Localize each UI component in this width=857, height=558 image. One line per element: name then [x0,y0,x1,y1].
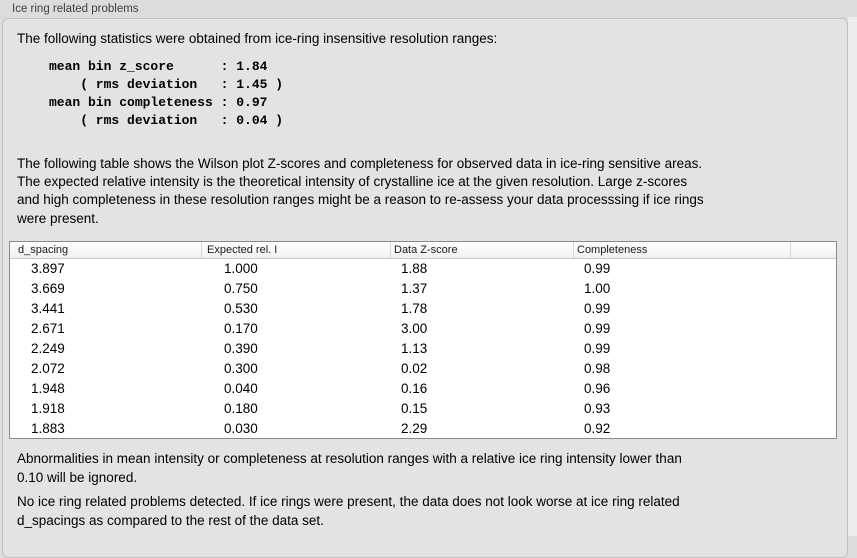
cell-expected-rel-i: 0.300 [224,361,258,376]
cell-filler [791,359,836,379]
cell-d-spacing: 2.671 [31,321,65,336]
cell-expected-rel-i: 0.750 [224,281,258,296]
table-row[interactable]: 3.669 0.750 1.37 1.00 [10,279,836,299]
cell-data-z-score: 0.15 [401,401,428,416]
description-line: The following table shows the Wilson plo… [17,156,703,171]
cell-expected-rel-i: 0.390 [224,341,258,356]
cell-d-spacing: 1.948 [31,381,65,396]
description-line: were present. [17,210,99,226]
ice-ring-table: d_spacing Expected rel. I Data Z-score C… [9,241,837,439]
cell-completeness: 0.99 [584,341,611,356]
cell-data-z-score: 3.00 [401,321,428,336]
cell-expected-rel-i: 0.180 [224,401,258,416]
description-line: The expected relative intensity is the t… [17,174,688,190]
table-body: 3.897 1.000 1.88 0.99 3.669 0.750 1.37 1… [10,259,836,439]
table-row[interactable]: 3.897 1.000 1.88 0.99 [10,259,836,279]
ignore-threshold-note: Abnormalities in mean intensity or compl… [17,450,682,487]
cell-d-spacing: 2.249 [31,341,65,356]
cell-filler [791,419,836,439]
cell-completeness: 0.98 [584,361,611,376]
stat-line-mean-completeness: mean bin completeness : 0.97 [49,95,268,110]
cell-d-spacing: 3.441 [31,301,65,316]
table-row[interactable]: 1.918 0.180 0.15 0.93 [10,399,836,419]
column-header-completeness[interactable]: Completeness [574,242,791,258]
table-row[interactable]: 3.441 0.530 1.78 0.99 [10,299,836,319]
cell-completeness: 0.99 [584,261,611,276]
cell-d-spacing: 3.669 [31,281,65,296]
note-line: 0.10 will be ignored. [17,469,138,485]
cell-filler [791,299,836,319]
cell-expected-rel-i: 0.170 [224,321,258,336]
cell-data-z-score: 1.13 [401,341,428,356]
cell-filler [791,339,836,359]
cell-data-z-score: 1.78 [401,301,428,316]
stats-block: mean bin z_score : 1.84 ( rms deviation … [49,58,283,130]
table-header-row: d_spacing Expected rel. I Data Z-score C… [10,242,836,259]
stat-line-mean-z-score: mean bin z_score : 1.84 [49,59,268,74]
cell-data-z-score: 1.88 [401,261,428,276]
intro-text: The following statistics were obtained f… [17,31,498,46]
cell-expected-rel-i: 1.000 [224,261,258,276]
stat-line-completeness-rms: ( rms deviation : 0.04 ) [49,113,284,128]
cell-data-z-score: 2.29 [401,421,428,436]
column-header-filler [791,242,836,258]
stat-line-z-score-rms: ( rms deviation : 1.45 ) [49,77,284,92]
cell-filler [791,259,836,279]
cell-data-z-score: 0.16 [401,381,428,396]
cell-completeness: 0.93 [584,401,611,416]
cell-completeness: 0.99 [584,301,611,316]
table-row[interactable]: 1.948 0.040 0.16 0.96 [10,379,836,399]
table-row[interactable]: 2.072 0.300 0.02 0.98 [10,359,836,379]
cell-expected-rel-i: 0.530 [224,301,258,316]
conclusion-line: No ice ring related problems detected. I… [17,494,680,509]
cell-d-spacing: 1.918 [31,401,65,416]
cell-filler [791,379,836,399]
column-header-data-z-score[interactable]: Data Z-score [391,242,574,258]
column-header-expected-rel-i[interactable]: Expected rel. I [202,242,391,258]
note-line: Abnormalities in mean intensity or compl… [17,451,682,466]
cell-expected-rel-i: 0.040 [224,381,258,396]
cell-completeness: 0.96 [584,381,611,396]
column-header-d-spacing[interactable]: d_spacing [10,242,202,258]
panel-right-margin [848,17,857,536]
cell-filler [791,319,836,339]
table-description: The following table shows the Wilson plo… [17,155,704,228]
table-row[interactable]: 2.671 0.170 3.00 0.99 [10,319,836,339]
groupbox-label: Ice ring related problems [12,3,139,15]
description-line: and high completeness in these resolutio… [17,192,704,208]
cell-d-spacing: 2.072 [31,361,65,376]
cell-filler [791,399,836,419]
cell-data-z-score: 1.37 [401,281,428,296]
cell-completeness: 0.99 [584,321,611,336]
ice-ring-groupbox: The following statistics were obtained f… [2,18,848,558]
table-row[interactable]: 2.249 0.390 1.13 0.99 [10,339,836,359]
conclusion-line: d_spacings as compared to the rest of th… [17,512,324,528]
table-row[interactable]: 1.883 0.030 2.29 0.92 [10,419,836,439]
cell-filler [791,279,836,299]
cell-completeness: 1.00 [584,281,611,296]
cell-data-z-score: 0.02 [401,361,428,376]
cell-completeness: 0.92 [584,421,611,436]
cell-d-spacing: 3.897 [31,261,65,276]
cell-d-spacing: 1.883 [31,421,65,436]
cell-expected-rel-i: 0.030 [224,421,258,436]
conclusion-text: No ice ring related problems detected. I… [17,493,680,530]
